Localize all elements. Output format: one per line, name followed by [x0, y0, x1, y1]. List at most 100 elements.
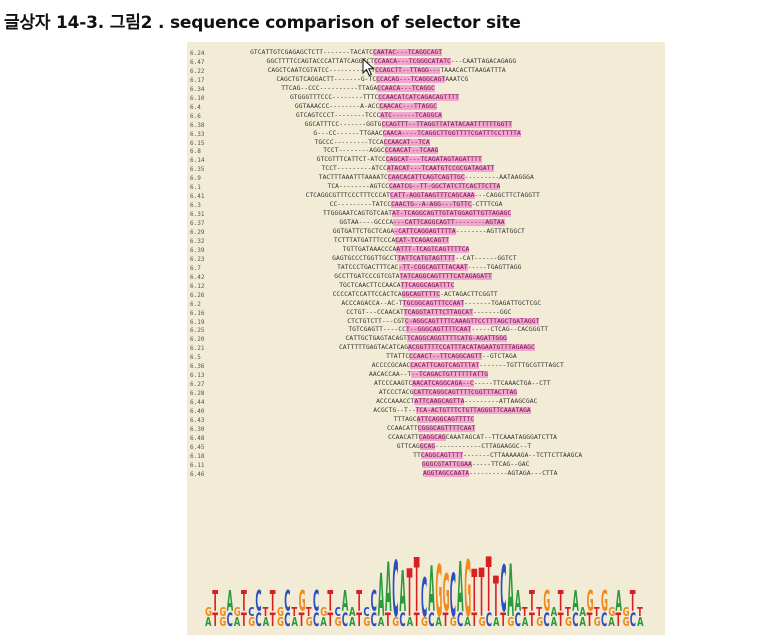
sequence-highlight: AT-TCAGGCAGTTGTATGGAGTTGTTAGAGC — [392, 210, 512, 218]
sequence-highlight: CCAACA---TCGGGCATATC — [374, 57, 451, 65]
sequence-id: 6.22 — [190, 67, 205, 75]
sequence-row: TGCTCAACTTCCAACATTCAGGCAGATTTC — [339, 281, 455, 290]
sequence-left: CAGCTGTCAGGACTT-------G-TC — [276, 75, 377, 83]
sequence-left: GGCTTTTCCAGTACCCATTATCAGGTCT — [266, 57, 375, 65]
sequence-id: 6.42 — [190, 273, 205, 281]
logo-letter: C — [342, 609, 348, 630]
sequence-highlight: TTCAGGCAGATTTC — [400, 281, 455, 289]
sequence-row: CCAACATTCAGGCAGCAAATAGCAT--TTCAAATAGGGAT… — [388, 433, 557, 442]
logo-letter: G — [479, 614, 486, 629]
logo-letter: T — [356, 609, 362, 630]
sequence-left: TTTAGC — [393, 415, 417, 423]
sequence-row: CATTTTTGAGTACATCAGACGGTTTTCCATTTACATAGAA… — [339, 344, 535, 352]
logo-letter: G — [277, 614, 284, 629]
sequence-left: GAGTGCCCTGGTTGCCT — [332, 254, 398, 262]
sequence-row: ATCCCTACGCATTCAGGCAGTTTTCGGTTTACTTAG — [379, 389, 518, 397]
sequence-left: GTCAGTCCCT--------TCCC — [295, 111, 381, 119]
sequence-id: 6.29 — [190, 229, 205, 236]
sequence-id: 6.9 — [190, 175, 201, 183]
sequence-row: GGGCGTATTCGAA-----TTCAG--GAC — [421, 460, 530, 469]
sequence-right: --CAT------GGTCT — [455, 254, 517, 262]
logo-letter: A — [407, 614, 414, 629]
logo-letter: G — [320, 604, 327, 619]
sequence-right: -----TTCAG--GAC — [471, 460, 530, 468]
sequence-logo: AG TTGG CAAG TTGC CCAT TTGG CCAT TGGT CCAG TTGC CA… — [205, 541, 644, 630]
sequence-left: CTCTGTCTT---CGT — [347, 317, 405, 325]
sequence-row: TCTTTATGATTTCCCACAT-TCAGACAGTT — [334, 236, 450, 245]
logo-letter: T — [471, 609, 477, 630]
sequence-row: CCCCATCCATTCCACTCAGGCAGTTTTC-ACTAGACTTCG… — [333, 290, 498, 299]
sequence-row: TATCCCTGACTTTCAC-TT-CGGCAGTTTACAAT-----T… — [337, 263, 521, 272]
sequence-row: TTGGGAATCAGTGTCAATAT-TCAGGCAGTTGTATGGAGT… — [323, 210, 512, 218]
sequence-row: CCTGT---CCAACATTCAGGTATTTCTTAGCAT-------… — [346, 308, 511, 317]
sequence-left: ACCCAGACCA--AC-T — [341, 299, 403, 307]
logo-letter: A — [507, 550, 514, 630]
sequence-id: 6.37 — [190, 220, 205, 228]
sequence-row: AACACCAA--T--TCAGACTGTTTTTTATTG — [369, 371, 489, 379]
sequence-row: CAGCTGTCAGGACTT-------G-TCCCACAG---TCAGG… — [276, 75, 468, 84]
logo-letter: T — [486, 541, 492, 630]
sequence-row: ACCCCGCAACCACATTCAGTCAGTTTAT-------TGTTT… — [372, 362, 564, 370]
logo-letter: T — [443, 609, 449, 630]
logo-letter: A — [234, 614, 241, 629]
sequence-row: G---CC------TTGAACCAACA----TCAGGCTTGGTTT… — [313, 129, 521, 138]
logo-letter: T — [615, 609, 621, 630]
logo-letter: A — [493, 614, 500, 629]
sequence-row: CTCAGGCGTTTCCCTTTCCCATCATT-AGGTAAGTTTCAG… — [306, 192, 540, 200]
sequence-highlight: GGGCGTATTCGAA — [421, 460, 472, 468]
logo-letter: C — [371, 609, 377, 630]
sequence-id: 6.11 — [190, 461, 205, 469]
logo-letter: T — [270, 609, 276, 630]
logo-letter: T — [587, 609, 593, 630]
sequence-highlight: CACATTCAGTCAGTTTAT — [410, 362, 480, 370]
logo-letter: C — [515, 609, 521, 630]
logo-letter: G — [594, 614, 601, 629]
sequence-row: CC---------TATCCCAACTG--A-AGG---TGTTC-CT… — [330, 201, 503, 209]
logo-letter: C — [335, 604, 341, 619]
sequence-row: TCCT--------AGGCCCAACAT--TCAAG — [323, 147, 439, 155]
sequence-right: -ACTAGACTTCGGTT — [440, 290, 498, 298]
logo-letter: G — [219, 604, 226, 619]
logo-letter: C — [543, 609, 549, 630]
sequence-left: CCAACATT — [388, 433, 419, 441]
sequence-highlight: CAACAC---TTAGGC — [379, 102, 437, 110]
logo-letter: G — [587, 584, 594, 618]
logo-letter: T — [263, 604, 269, 619]
logo-letter: A — [615, 584, 622, 618]
sequence-highlight: ACGGTTTTCCATTTACATAGAATGTTTAGAAGC — [408, 344, 535, 352]
sequence-right: --GTCTAGA — [482, 353, 517, 361]
sequence-highlight: ATTCAGGCAGTTTTC — [416, 415, 475, 423]
sequence-highlight: CCAGTTT--TTAGGTTATATACAATTTTTTGGTT — [381, 120, 513, 128]
logo-letter: A — [349, 614, 356, 629]
logo-letter: T — [356, 584, 362, 618]
sequence-left: ACCCCGCAAC — [371, 362, 411, 370]
sequence-row: CAGCTCAATCGTATCC---------ACTCCAGCTT--TTA… — [268, 66, 506, 75]
sequence-left: CCAACATT — [386, 424, 418, 432]
logo-letter: T — [241, 584, 247, 618]
logo-letter: A — [385, 549, 392, 628]
logo-letter: C — [572, 609, 578, 630]
logo-letter: C — [421, 567, 427, 630]
sequence-left: CATTGCTGAGTACAGT — [345, 335, 408, 343]
sequence-highlight: GCAG — [419, 442, 436, 450]
sequence-highlight: CCAACATCATCAGACAGTTTT — [378, 93, 459, 101]
sequence-id: 6.38 — [190, 121, 205, 129]
sequence-highlight: CAACACATTCAGTCAGTTGC — [387, 174, 465, 182]
sequence-row: CTCTGTCTT---CGTC-AGGCAGTTTTCAAAGTTCCTTTA… — [347, 317, 540, 326]
logo-letter: A — [637, 614, 644, 629]
logo-letter: T — [493, 566, 499, 630]
sequence-left: TACTTTAAATTTAAAATC — [318, 174, 388, 182]
sequence-right: -CTTTCGA — [471, 201, 503, 209]
sequence-highlight: CATTCAGGCAGTTTTCGGTTTACTTAG — [413, 389, 518, 397]
logo-letter: T — [306, 604, 312, 619]
sequence-id: 6.1 — [190, 184, 201, 192]
logo-letter: C — [450, 561, 456, 630]
sequence-id: 6.3 — [190, 202, 201, 210]
logo-letter: C — [630, 609, 636, 630]
sequence-id: 6.14 — [190, 157, 205, 165]
logo-letter: T — [414, 544, 420, 630]
sequence-highlight: ---CATTCAGGCAGTT--------AGTAA — [393, 219, 505, 227]
sequence-left: ATCCCAAGTC — [373, 380, 413, 388]
logo-letter: C — [392, 546, 398, 630]
sequence-id: 6.21 — [190, 345, 205, 353]
